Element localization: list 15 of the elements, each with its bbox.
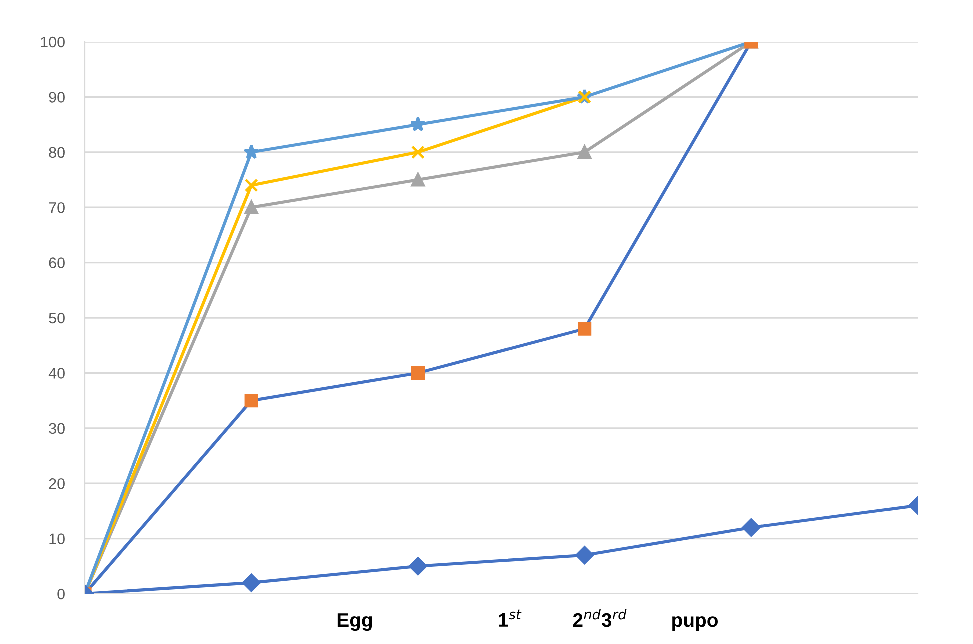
y-tick-label: 40: [48, 368, 65, 379]
y-tick-label: 20: [49, 478, 65, 490]
y-tick-label: 50: [49, 312, 65, 324]
text: 2$^{nd}$3$^{rd}$: [573, 609, 627, 628]
y-tick-label: 30: [49, 423, 65, 434]
y-tick-label: 100: [41, 36, 65, 48]
text: pupo: [672, 616, 718, 632]
y-tick-label: 90: [49, 92, 65, 103]
y-tick-label: 80: [49, 147, 65, 158]
text: 1$^{st}$: [499, 610, 522, 627]
y-tick-label: 0: [58, 588, 65, 600]
text: Egg: [338, 614, 372, 632]
y-tick-label: 60: [49, 258, 65, 268]
y-tick-label: 70: [49, 202, 65, 214]
y-tick-label: 10: [50, 534, 65, 544]
